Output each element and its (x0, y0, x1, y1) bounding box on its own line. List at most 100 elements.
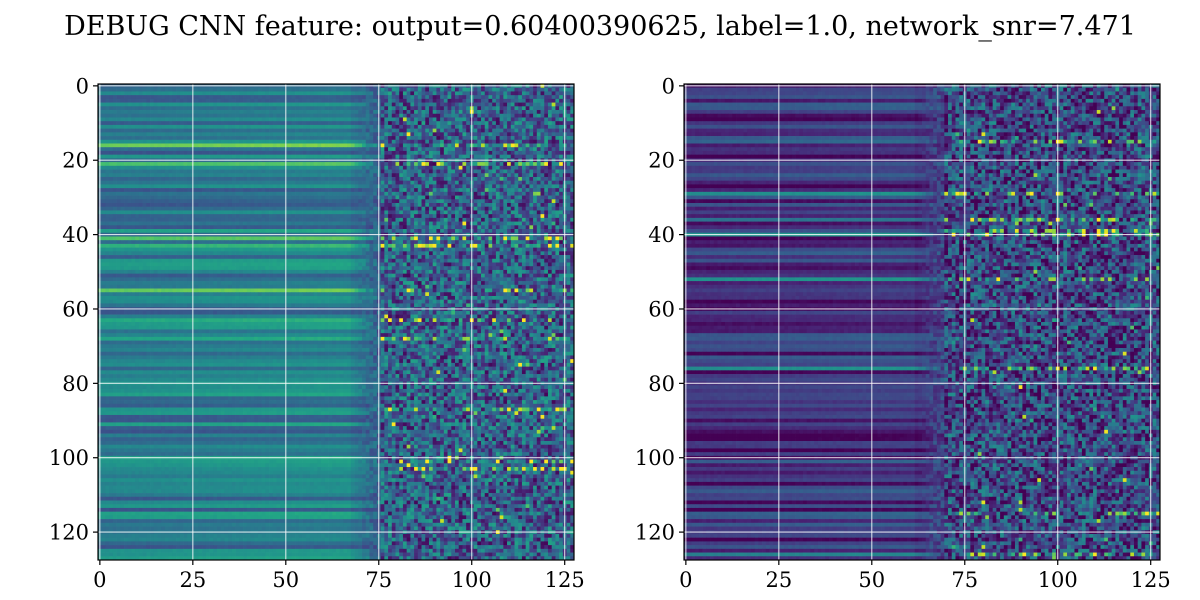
heatmap-cell (158, 181, 162, 185)
heatmap-cell (195, 114, 199, 118)
heatmap-cell (303, 184, 307, 188)
heatmap-cell (295, 106, 299, 110)
heatmap-cell (474, 129, 478, 133)
heatmap-cell (303, 170, 307, 174)
heatmap-cell (236, 218, 240, 222)
heatmap-cell (355, 170, 359, 174)
heatmap-cell (325, 95, 329, 99)
heatmap-cell (113, 121, 117, 125)
heatmap-cell (362, 170, 366, 174)
heatmap-cell (176, 170, 180, 174)
heatmap-cell (429, 144, 433, 148)
heatmap-cell (154, 199, 158, 203)
heatmap-cell (548, 210, 552, 214)
heatmap-cell (172, 218, 176, 222)
heatmap-cell (451, 214, 455, 218)
heatmap-cell (351, 196, 355, 200)
heatmap-cell (213, 166, 217, 170)
heatmap-cell (567, 129, 571, 133)
heatmap-cell (384, 155, 388, 159)
heatmap-cell (169, 91, 173, 95)
heatmap-cell (433, 210, 437, 214)
heatmap-cell (161, 196, 165, 200)
heatmap-cell (474, 136, 478, 140)
heatmap-cell (347, 166, 351, 170)
heatmap-cell (105, 114, 109, 118)
heatmap-cell (236, 151, 240, 155)
heatmap-cell (455, 203, 459, 207)
heatmap-cell (310, 222, 314, 226)
heatmap-cell (210, 129, 214, 133)
heatmap-cell (422, 125, 426, 129)
heatmap-cell (533, 184, 537, 188)
heatmap-cell (295, 177, 299, 181)
heatmap-cell (407, 114, 411, 118)
heatmap-cell (407, 192, 411, 196)
heatmap-cell (195, 192, 199, 196)
heatmap-cell (187, 155, 191, 159)
heatmap-cell (481, 162, 485, 166)
heatmap-cell (232, 225, 236, 229)
heatmap-cell (347, 207, 351, 211)
heatmap-cell (172, 140, 176, 144)
heatmap-cell (414, 144, 418, 148)
heatmap-cell (355, 103, 359, 107)
heatmap-cell (210, 117, 214, 121)
heatmap-cell (325, 203, 329, 207)
heatmap-cell (217, 210, 221, 214)
heatmap-cell (295, 114, 299, 118)
heatmap-cell (210, 132, 214, 136)
heatmap-cell (102, 132, 106, 136)
heatmap-cell (444, 117, 448, 121)
heatmap-cell (195, 110, 199, 114)
heatmap-cell (343, 177, 347, 181)
heatmap-cell (362, 132, 366, 136)
heatmap-cell (555, 140, 559, 144)
heatmap-cell (295, 196, 299, 200)
heatmap-cell (176, 181, 180, 185)
heatmap-cell (195, 99, 199, 103)
heatmap-cell (526, 170, 530, 174)
heatmap-cell (143, 173, 147, 177)
heatmap-cell (474, 173, 478, 177)
heatmap-cell (496, 114, 500, 118)
heatmap-cell (373, 151, 377, 155)
heatmap-cell (236, 99, 240, 103)
heatmap-cell (273, 199, 277, 203)
heatmap-cell (291, 95, 295, 99)
heatmap-cell (317, 99, 321, 103)
heatmap-cell (369, 184, 373, 188)
heatmap-cell (135, 144, 139, 148)
heatmap-cell (366, 95, 370, 99)
heatmap-cell (526, 162, 530, 166)
heatmap-cell (388, 210, 392, 214)
heatmap-cell (396, 103, 400, 107)
heatmap-cell (117, 114, 121, 118)
heatmap-cell (388, 129, 392, 133)
heatmap-cell (146, 210, 150, 214)
heatmap-cell (407, 177, 411, 181)
heatmap-cell (303, 121, 307, 125)
heatmap-cell (228, 196, 232, 200)
heatmap-cell (236, 196, 240, 200)
heatmap-cell (384, 88, 388, 92)
heatmap-cell (537, 214, 541, 218)
heatmap-cell (559, 103, 563, 107)
heatmap-cell (317, 207, 321, 211)
heatmap-cell (544, 155, 548, 159)
heatmap-cell (206, 155, 210, 159)
heatmap-cell (161, 184, 165, 188)
heatmap-cell (496, 181, 500, 185)
heatmap-cell (522, 155, 526, 159)
heatmap-cell (224, 136, 228, 140)
heatmap-cell (552, 95, 556, 99)
heatmap-cell (135, 91, 139, 95)
heatmap-cell (258, 225, 262, 229)
heatmap-cell (414, 117, 418, 121)
heatmap-cell (210, 155, 214, 159)
heatmap-cell (529, 140, 533, 144)
heatmap-cell (277, 121, 281, 125)
heatmap-cell (143, 106, 147, 110)
heatmap-cell (336, 170, 340, 174)
heatmap-cell (526, 225, 530, 229)
